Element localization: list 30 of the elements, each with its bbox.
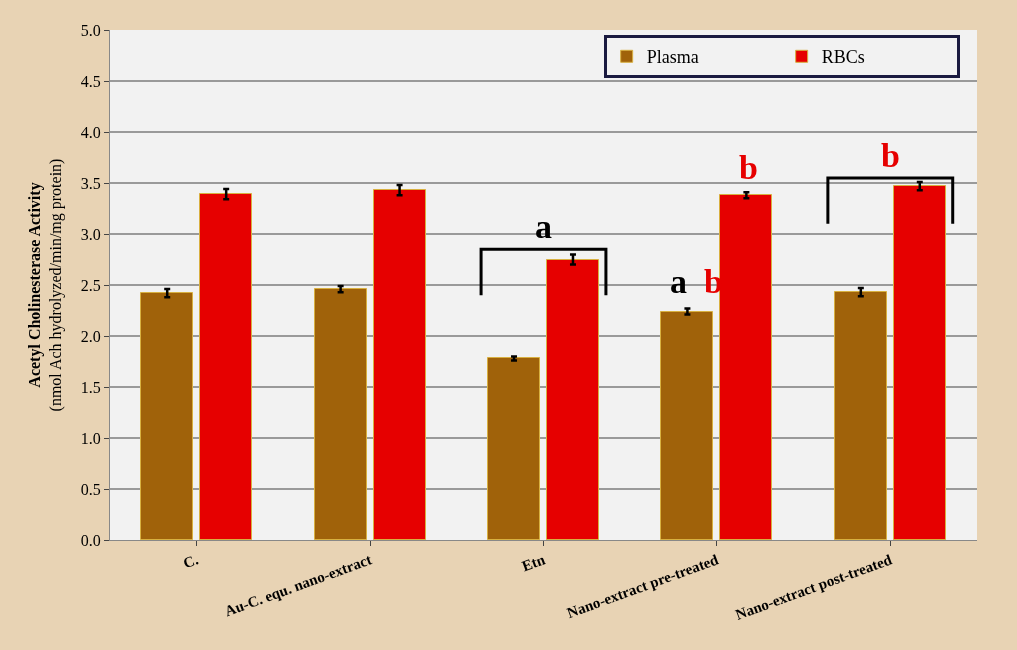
y-tick-label: 4.5 (80, 72, 101, 90)
bar (893, 185, 946, 540)
bar (314, 288, 367, 540)
annotation: a (535, 208, 552, 245)
legend-label: RBCs (821, 47, 865, 68)
bar (660, 311, 713, 540)
y-tick-label: 0.5 (80, 480, 101, 498)
y-tick-label: 3.5 (80, 174, 101, 192)
x-tick-label: C. (181, 551, 201, 572)
y-tick-label: 3.0 (80, 225, 101, 243)
annotation: b (739, 149, 758, 186)
y-tick-label: 2.0 (80, 327, 101, 345)
y-tick-label: 5.0 (80, 21, 101, 39)
x-tick-label: Etn (519, 551, 548, 575)
bar (373, 189, 426, 540)
y-tick-label: 0.0 (80, 531, 101, 549)
y-tick-label: 4.0 (80, 123, 101, 141)
bar (140, 292, 193, 540)
y-tick-label: 2.5 (80, 276, 101, 294)
annotation: a (670, 263, 687, 300)
bar (546, 259, 599, 540)
y-axis-title: Acetyl Cholinesterase Activity (nmol Ach hydrolyzed/min/mg protein) (25, 158, 65, 412)
legend-label: Plasma (646, 47, 699, 68)
y-tick-label: 1.0 (80, 429, 101, 447)
bar (719, 194, 772, 540)
bar (487, 357, 540, 540)
annotation: b (881, 137, 900, 174)
bar (834, 291, 887, 540)
y-tick-label: 1.5 (80, 378, 101, 396)
bar (199, 193, 252, 540)
